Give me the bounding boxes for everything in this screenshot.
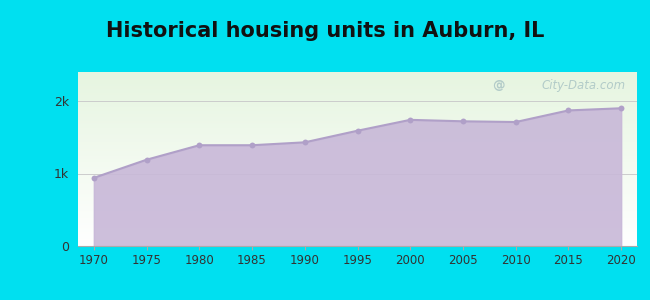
Point — [194, 143, 205, 148]
Text: City-Data.com: City-Data.com — [541, 79, 626, 92]
Point — [141, 157, 151, 162]
Point — [88, 176, 99, 180]
Point — [405, 117, 415, 122]
Point — [458, 119, 468, 124]
Text: @: @ — [491, 79, 504, 92]
Point — [616, 106, 627, 111]
Point — [510, 120, 521, 124]
Point — [300, 140, 310, 145]
Point — [352, 128, 363, 133]
Text: Historical housing units in Auburn, IL: Historical housing units in Auburn, IL — [106, 21, 544, 41]
Point — [564, 108, 574, 113]
Point — [247, 143, 257, 148]
